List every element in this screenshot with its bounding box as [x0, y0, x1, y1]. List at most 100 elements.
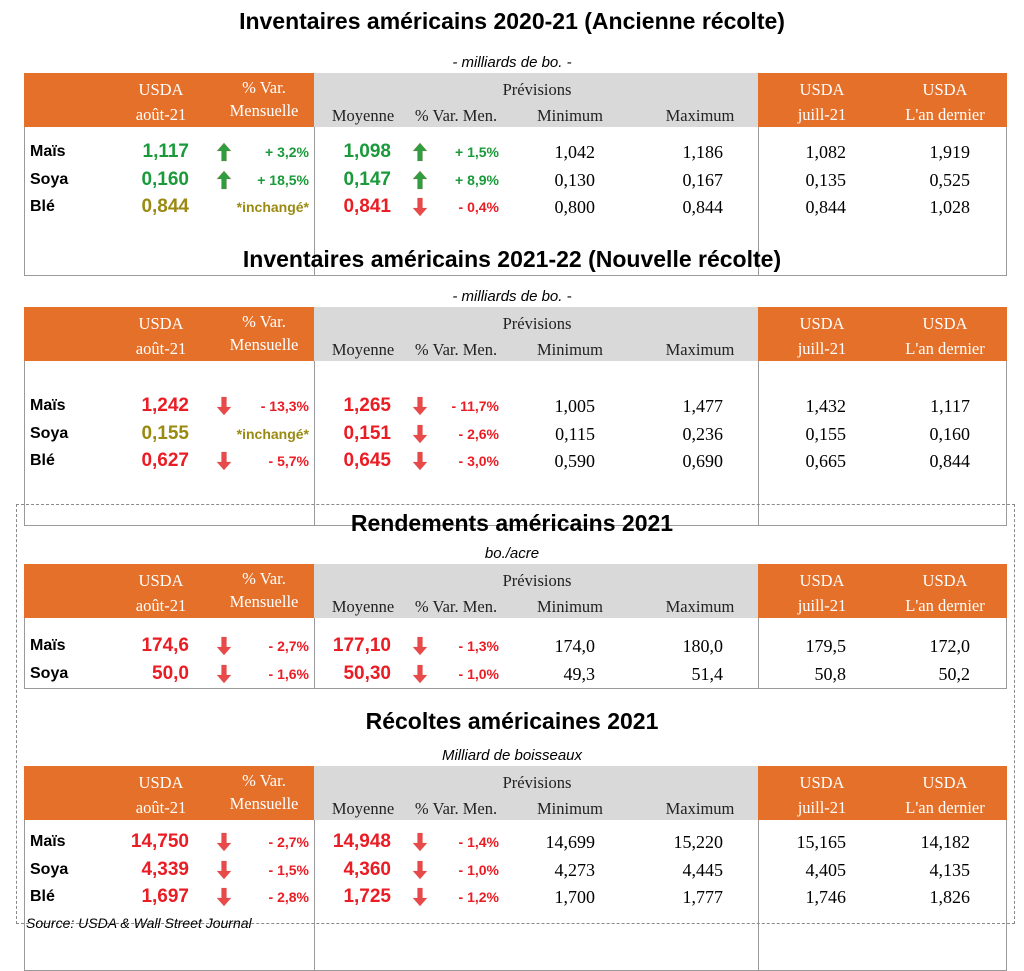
table-row: Soya 0,160 + 18,5% 0,147 + 8,9% 0,130 0,167 0,1…: [24, 168, 1007, 192]
maximum-value: 4,445: [682, 859, 724, 880]
usda-value: 0,160: [141, 168, 189, 190]
average-change: - 1,0%: [458, 666, 499, 682]
usda-value: 0,844: [141, 196, 189, 217]
table-header: USDA août-21 % Var. Mensuelle Prévisions Moye…: [24, 73, 1007, 127]
minimum-value: 0,590: [554, 451, 596, 471]
header-aout: août-21: [135, 105, 187, 124]
header-moyenne: Moyenne: [331, 799, 395, 818]
minimum-value: 14,699: [545, 832, 596, 852]
row-label: Soya: [30, 665, 69, 682]
arrow-down-icon: [412, 887, 428, 907]
header-juill: juill-21: [797, 339, 847, 358]
maximum-value: 0,167: [682, 169, 724, 190]
section-title: Rendements américains 2021: [350, 510, 674, 536]
header-moyenne: Moyenne: [331, 106, 395, 125]
data-table: USDA août-21 % Var. Mensuelle Prévisions Moye…: [24, 307, 1007, 526]
table-row: Soya 4,339 - 1,5% 4,360 - 1,0% 4,273 4,445 4,40…: [24, 858, 1007, 882]
maximum-value: 0,844: [682, 197, 724, 217]
table-row: Maïs 1,117 + 3,2% 1,098 + 1,5% 1,042 1,186 1,08…: [24, 140, 1007, 164]
usda-value: 0,155: [141, 422, 189, 444]
arrow-up-icon: [216, 142, 232, 162]
average-value: 177,10: [332, 635, 391, 656]
juill-value: 50,8: [814, 664, 847, 684]
header-previsions: Prévisions: [502, 773, 572, 792]
table-row: Maïs 174,6 - 2,7% 177,10 - 1,3% 174,0 180,0 179…: [24, 634, 1007, 658]
maximum-value: 51,4: [691, 664, 724, 684]
header-pct-var-men: % Var. Men.: [414, 799, 498, 818]
data-table: USDA août-21 % Var. Mensuelle Prévisions Moye…: [24, 766, 1007, 971]
header-minimum: Minimum: [536, 799, 603, 818]
juill-value: 1,082: [805, 142, 847, 162]
monthly-change: - 2,7%: [268, 834, 309, 850]
maximum-value: 15,220: [673, 832, 724, 852]
juill-value: 1,746: [805, 887, 847, 907]
monthly-change: - 2,7%: [268, 638, 309, 654]
column-separator: [314, 618, 315, 688]
header-usda-juill: USDA: [799, 80, 845, 99]
monthly-change: - 1,5%: [268, 861, 309, 878]
section-unit: - milliards de bo. -: [452, 288, 572, 305]
header-usda: USDA: [138, 773, 184, 792]
header-an-dernier: L'an dernier: [905, 339, 985, 358]
last-year-value: 50,2: [938, 664, 971, 684]
header-usda-juill: USDA: [799, 773, 845, 792]
last-year-value: 0,525: [929, 169, 971, 190]
header-mensuelle: Mensuelle: [229, 335, 299, 354]
section-unit: Milliard de boisseaux: [441, 747, 583, 764]
usda-value: 0,627: [141, 450, 189, 471]
average-change: - 3,0%: [458, 453, 499, 469]
header-juill: juill-21: [797, 596, 847, 615]
section-unit: bo./acre: [484, 545, 540, 562]
juill-value: 1,432: [805, 396, 847, 416]
average-change: - 1,0%: [458, 861, 499, 878]
juill-value: 0,135: [805, 169, 847, 190]
arrow-down-icon: [412, 636, 428, 656]
header-an-dernier: L'an dernier: [905, 105, 985, 124]
header-an-dernier: L'an dernier: [905, 596, 985, 615]
monthly-change: - 1,6%: [268, 666, 309, 682]
usda-value: 50,0: [152, 663, 189, 684]
juill-value: 179,5: [805, 636, 847, 656]
header-previsions: Prévisions: [502, 571, 572, 590]
header-mensuelle: Mensuelle: [229, 592, 299, 611]
column-separator: [758, 618, 759, 688]
average-change: - 1,2%: [458, 889, 499, 905]
minimum-value: 1,700: [554, 887, 596, 907]
header-maximum: Maximum: [665, 799, 735, 818]
monthly-change: *inchangé*: [236, 425, 309, 442]
row-label: Maïs: [30, 637, 66, 654]
header-previsions-group: [314, 564, 758, 618]
table-row: Maïs 1,242 - 13,3% 1,265 - 11,7% 1,005 1,477 1,…: [24, 394, 1007, 418]
row-label: Blé: [30, 452, 55, 469]
table-row: Blé 0,844 *inchangé* 0,841 - 0,4% 0,800 0,844 0…: [24, 195, 1007, 219]
header-usda: USDA: [138, 80, 184, 99]
header-aout: août-21: [135, 596, 187, 615]
last-year-value: 0,844: [929, 451, 971, 471]
last-year-value: 1,919: [929, 142, 971, 162]
monthly-change: - 5,7%: [268, 453, 309, 469]
header-usda: USDA: [138, 571, 184, 590]
arrow-down-icon: [216, 860, 232, 880]
maximum-value: 180,0: [682, 636, 724, 656]
minimum-value: 49,3: [563, 664, 596, 684]
header-previsions-group: [314, 766, 758, 820]
header-pct-var-men: % Var. Men.: [414, 597, 498, 616]
juill-value: 4,405: [805, 859, 847, 880]
average-value: 0,645: [343, 450, 391, 471]
usda-value: 1,697: [141, 886, 189, 907]
monthly-change: - 2,8%: [268, 889, 309, 905]
header-usda-group: [24, 307, 314, 361]
arrow-down-icon: [412, 832, 428, 852]
monthly-change: + 3,2%: [265, 144, 309, 160]
header-previsions-group: [314, 73, 758, 127]
usda-value: 1,117: [142, 141, 190, 162]
header-pct-var: % Var.: [242, 78, 286, 97]
row-label: Soya: [30, 860, 69, 878]
maximum-value: 1,777: [682, 887, 724, 907]
row-label: Maïs: [30, 143, 66, 160]
minimum-value: 174,0: [554, 636, 596, 656]
table-row: Blé 1,697 - 2,8% 1,725 - 1,2% 1,700 1,777 1,746…: [24, 885, 1007, 909]
average-change: - 2,6%: [458, 425, 499, 442]
average-value: 50,30: [343, 663, 391, 684]
arrow-down-icon: [216, 664, 232, 684]
